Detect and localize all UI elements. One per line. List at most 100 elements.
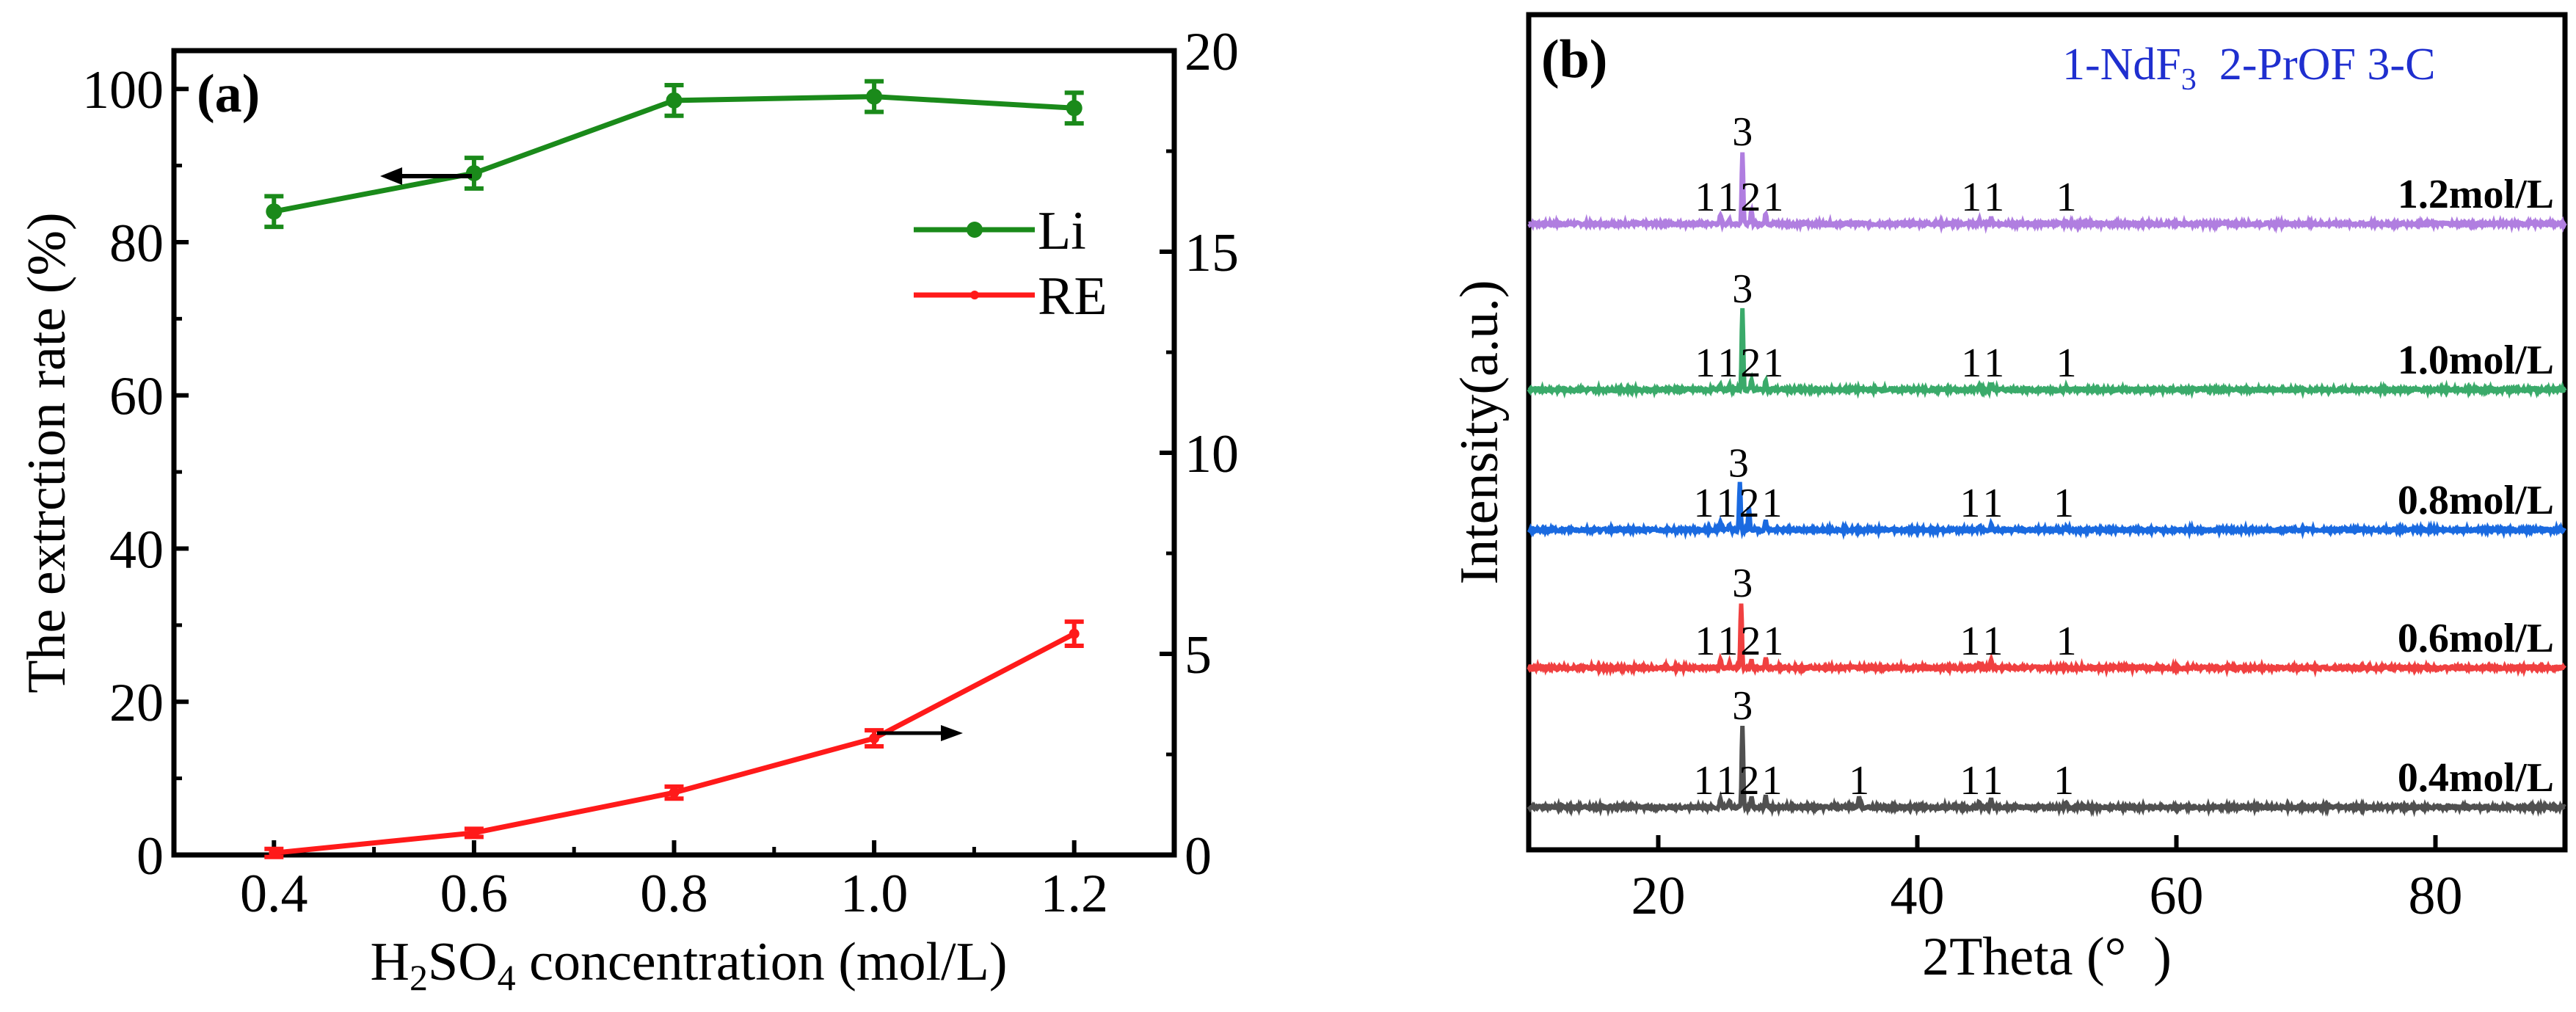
peak-annotation: 1 [1961,175,1982,220]
peak-annotation: 1 [1960,758,1980,804]
x-tick-label: 0.4 [240,864,308,924]
peak-annotation: 1 [1961,341,1982,386]
y-left-tick-label: 100 [82,60,164,120]
peak-annotation: 1 [1694,758,1714,804]
trace-0.4mol/L: 0.4mol/L31 1 2 1 1 1 1 1 [1527,683,2566,818]
peak-annotation: 1 [1762,481,1783,526]
trace-label: 1.0mol/L [2398,338,2554,383]
data-point [666,92,683,109]
peak-annotation: 1 [1984,341,2004,386]
peak-annotation: 1 [1763,341,1783,386]
x-tick-label: 1.2 [1040,864,1108,924]
xrd-trace [1527,152,2567,234]
peak-annotation: 3 [1732,266,1753,312]
peak-annotation: 1 [1717,619,1738,664]
peak-annotation: 1 [1695,619,1715,664]
arrow-right-head [941,725,963,741]
peak-annotation: 1 [1717,175,1738,220]
x-axis-label-part: H [371,932,410,992]
y-axis-label: Intensity(a.u.) [1449,280,1510,584]
legend-label: RE [1038,266,1107,327]
trace-0.6mol/L: 0.6mol/L31 1 2 1 1 1 1 [1527,561,2566,678]
x-tick-label: 40 [1891,866,1945,926]
peak-annotation: 1 [1960,619,1980,664]
x-tick-label: 80 [2409,866,2463,926]
peak-annotation: 2 [1740,341,1761,386]
y-right-tick-label: 0 [1185,826,1212,887]
y-right-tick-label: 20 [1185,22,1239,82]
xrd-trace [1527,603,2566,678]
peak-annotation: 1 [1982,758,2003,804]
peak-annotation: 1 [1695,341,1715,386]
y-right-tick-label: 5 [1185,625,1212,685]
legend-marker [967,222,983,238]
peak-annotation: 3 [1732,683,1753,729]
y-right-tick-label: 10 [1185,424,1239,484]
x-axis-label-part: 2 [410,957,428,998]
panel-b: 20 40 60 80(b) 1-NdF3 2-PrOF 3-CIntensity(a.… [1449,12,2568,987]
peak-annotation: 2 [1740,619,1761,664]
data-point [266,203,283,220]
x-tick-label: 0.8 [640,864,708,924]
peak-annotation: 3 [1732,109,1753,155]
data-point [669,787,680,798]
phase-legend-part: 3 [2181,63,2197,97]
panel-label: (a) [197,64,260,124]
x-axis-label-part: concentration (mol/L) [516,932,1008,992]
series-RE: RE [264,266,1107,859]
peak-annotation: 1 [1763,175,1783,220]
peak-annotation: 1 [1982,481,2003,526]
x-tick-label: 60 [2150,866,2204,926]
y-left-tick-label: 20 [109,673,164,733]
panel-label: (b) [1541,29,1607,90]
phase-legend-part: 1-NdF [2062,40,2181,90]
trace-label: 0.4mol/L [2398,755,2554,801]
peak-annotation: 1 [1849,758,1869,804]
peak-annotation: 1 [2056,341,2076,386]
peak-annotation: 1 [2056,619,2076,664]
y-axis-label: The extrction rate (%) [17,212,77,693]
x-tick-label: 0.6 [440,864,509,924]
plot-frame [1526,12,2568,853]
data-point [468,827,479,838]
trace-label: 0.8mol/L [2398,478,2554,523]
peak-annotation: 1 [2056,175,2076,220]
x-axis-label-part: 4 [498,957,516,998]
data-point [866,88,883,105]
peak-annotation: 1 [1694,481,1714,526]
peak-annotation: 1 [1717,758,1737,804]
trace-1.2mol/L: 1.2mol/L31 1 2 1 1 1 1 [1527,109,2567,234]
peak-annotation: 1 [1960,481,1980,526]
peak-annotation: 1 [1763,619,1783,664]
phase-legend: 1-NdF3 2-PrOF 3-C [2062,40,2435,97]
phase-legend-part: 2-PrOF 3-C [2197,40,2436,90]
xrd-trace [1527,481,2566,540]
peak-annotation: 1 [1695,175,1715,220]
x-tick-label: 20 [1631,866,1686,926]
peak-annotation: 2 [1740,175,1761,220]
peak-annotation: 1 [1717,341,1738,386]
xrd-trace [1527,307,2567,399]
series-line [273,631,1076,856]
peak-annotation: 1 [2053,758,2074,804]
xrd-trace [1527,726,2566,818]
x-axis-label: 2Theta (° ) [1922,927,2172,987]
data-point [1066,100,1083,117]
peak-annotation: 1 [1717,481,1737,526]
trace-1.0mol/L: 1.0mol/L31 1 2 1 1 1 1 [1527,266,2567,399]
data-point [869,733,880,744]
trace-0.8mol/L: 0.8mol/L31 1 2 1 1 1 1 [1527,441,2566,540]
trace-label: 0.6mol/L [2398,616,2554,661]
peak-annotation: 1 [1984,175,2004,220]
peak-annotation: 2 [1739,481,1760,526]
y-left-tick-label: 60 [109,367,164,427]
x-axis-label-part: SO [428,932,498,992]
legend-label: Li [1038,201,1086,261]
legend-marker [970,291,979,299]
peak-annotation: 2 [1739,758,1760,804]
data-point [269,848,280,859]
panel-a: 0.4 0.6 0.8 1.0 1.2 0 20 40 60 80 100 0 5 10 15 20 (a) Th… [17,22,1239,998]
y-left-tick-label: 0 [137,826,164,887]
peak-annotation: 3 [1732,561,1753,606]
